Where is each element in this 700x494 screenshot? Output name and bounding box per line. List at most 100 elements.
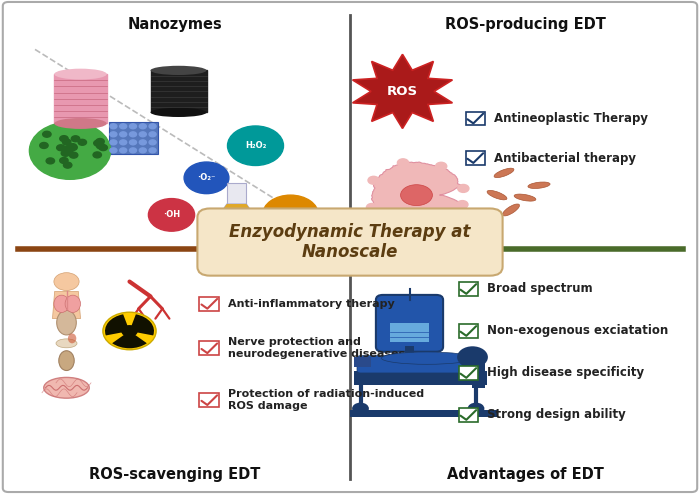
Circle shape [435, 163, 447, 170]
Bar [108, 123, 158, 154]
Circle shape [46, 158, 55, 164]
Circle shape [62, 139, 71, 145]
Text: Advantages of EDT: Advantages of EDT [447, 467, 603, 482]
Ellipse shape [68, 333, 76, 343]
Circle shape [366, 204, 377, 211]
Circle shape [64, 162, 72, 168]
FancyBboxPatch shape [458, 324, 478, 338]
Circle shape [43, 131, 51, 137]
FancyBboxPatch shape [466, 151, 485, 165]
Circle shape [110, 132, 117, 137]
FancyBboxPatch shape [458, 282, 478, 296]
Circle shape [110, 148, 117, 153]
Circle shape [40, 142, 48, 148]
Circle shape [60, 158, 68, 164]
Bar [473, 353, 485, 388]
Circle shape [432, 221, 443, 229]
FancyBboxPatch shape [357, 356, 483, 373]
FancyBboxPatch shape [197, 208, 503, 276]
Circle shape [368, 176, 379, 184]
Wedge shape [130, 314, 154, 335]
Circle shape [110, 124, 117, 129]
FancyBboxPatch shape [376, 295, 443, 352]
FancyBboxPatch shape [458, 408, 478, 422]
Text: ROS: ROS [387, 85, 418, 98]
Ellipse shape [56, 339, 77, 348]
Text: O₂·⁺: O₂·⁺ [281, 210, 300, 219]
Circle shape [69, 144, 77, 150]
Bar [354, 357, 371, 367]
Ellipse shape [54, 295, 69, 313]
Circle shape [228, 126, 284, 165]
Text: ROS-producing EDT: ROS-producing EDT [444, 17, 606, 32]
Ellipse shape [150, 108, 206, 117]
Ellipse shape [57, 310, 76, 335]
Bar [55, 74, 107, 124]
Ellipse shape [65, 295, 80, 313]
Bar [405, 346, 414, 353]
Circle shape [120, 140, 127, 145]
Circle shape [130, 148, 136, 153]
FancyBboxPatch shape [458, 366, 478, 380]
Circle shape [54, 273, 79, 290]
Polygon shape [214, 204, 259, 221]
Circle shape [149, 140, 156, 145]
Circle shape [96, 138, 104, 144]
Polygon shape [52, 291, 80, 319]
Text: Anti-inflammatory therapy: Anti-inflammatory therapy [228, 299, 394, 309]
Circle shape [62, 150, 71, 156]
Bar [350, 410, 497, 417]
Circle shape [29, 122, 111, 179]
Circle shape [103, 312, 156, 350]
Text: Enzyodynamic Therapy at
Nanoscale: Enzyodynamic Therapy at Nanoscale [230, 223, 470, 261]
Bar [390, 323, 429, 342]
Circle shape [97, 143, 105, 149]
Circle shape [120, 148, 127, 153]
FancyBboxPatch shape [199, 341, 219, 355]
Ellipse shape [487, 190, 507, 200]
Circle shape [130, 140, 136, 145]
Circle shape [148, 199, 195, 231]
Ellipse shape [55, 118, 106, 129]
Circle shape [64, 145, 73, 151]
Circle shape [149, 132, 156, 137]
Circle shape [93, 152, 102, 158]
Wedge shape [112, 331, 147, 348]
Circle shape [458, 184, 469, 192]
Ellipse shape [150, 66, 206, 75]
Circle shape [139, 148, 146, 153]
Circle shape [149, 124, 156, 129]
FancyBboxPatch shape [199, 393, 219, 407]
Text: ·OH: ·OH [163, 210, 180, 219]
Ellipse shape [494, 168, 514, 178]
Circle shape [69, 152, 78, 158]
Ellipse shape [514, 194, 536, 201]
Ellipse shape [55, 69, 106, 80]
Text: Nerve protection and
neurodegenerative diseases: Nerve protection and neurodegenerative d… [228, 337, 405, 359]
Circle shape [57, 145, 65, 151]
Text: Nanozymes: Nanozymes [127, 17, 223, 32]
Text: ROS-scavenging EDT: ROS-scavenging EDT [90, 467, 260, 482]
Circle shape [139, 124, 146, 129]
Polygon shape [213, 221, 260, 229]
Ellipse shape [43, 377, 90, 398]
Bar [354, 370, 486, 385]
Circle shape [457, 346, 488, 368]
Ellipse shape [382, 352, 472, 365]
Circle shape [149, 148, 156, 153]
Polygon shape [227, 183, 246, 204]
Circle shape [71, 136, 80, 142]
Circle shape [184, 162, 229, 194]
Text: High disease specificity: High disease specificity [486, 367, 643, 379]
FancyBboxPatch shape [199, 297, 219, 311]
FancyBboxPatch shape [3, 2, 697, 492]
Circle shape [121, 325, 138, 337]
Circle shape [457, 201, 468, 208]
Circle shape [110, 140, 117, 145]
Bar [150, 71, 206, 113]
Circle shape [130, 132, 136, 137]
Circle shape [99, 145, 107, 151]
Text: Broad spectrum: Broad spectrum [486, 283, 592, 295]
Text: Antibacterial therapy: Antibacterial therapy [494, 152, 636, 165]
Ellipse shape [400, 185, 433, 206]
